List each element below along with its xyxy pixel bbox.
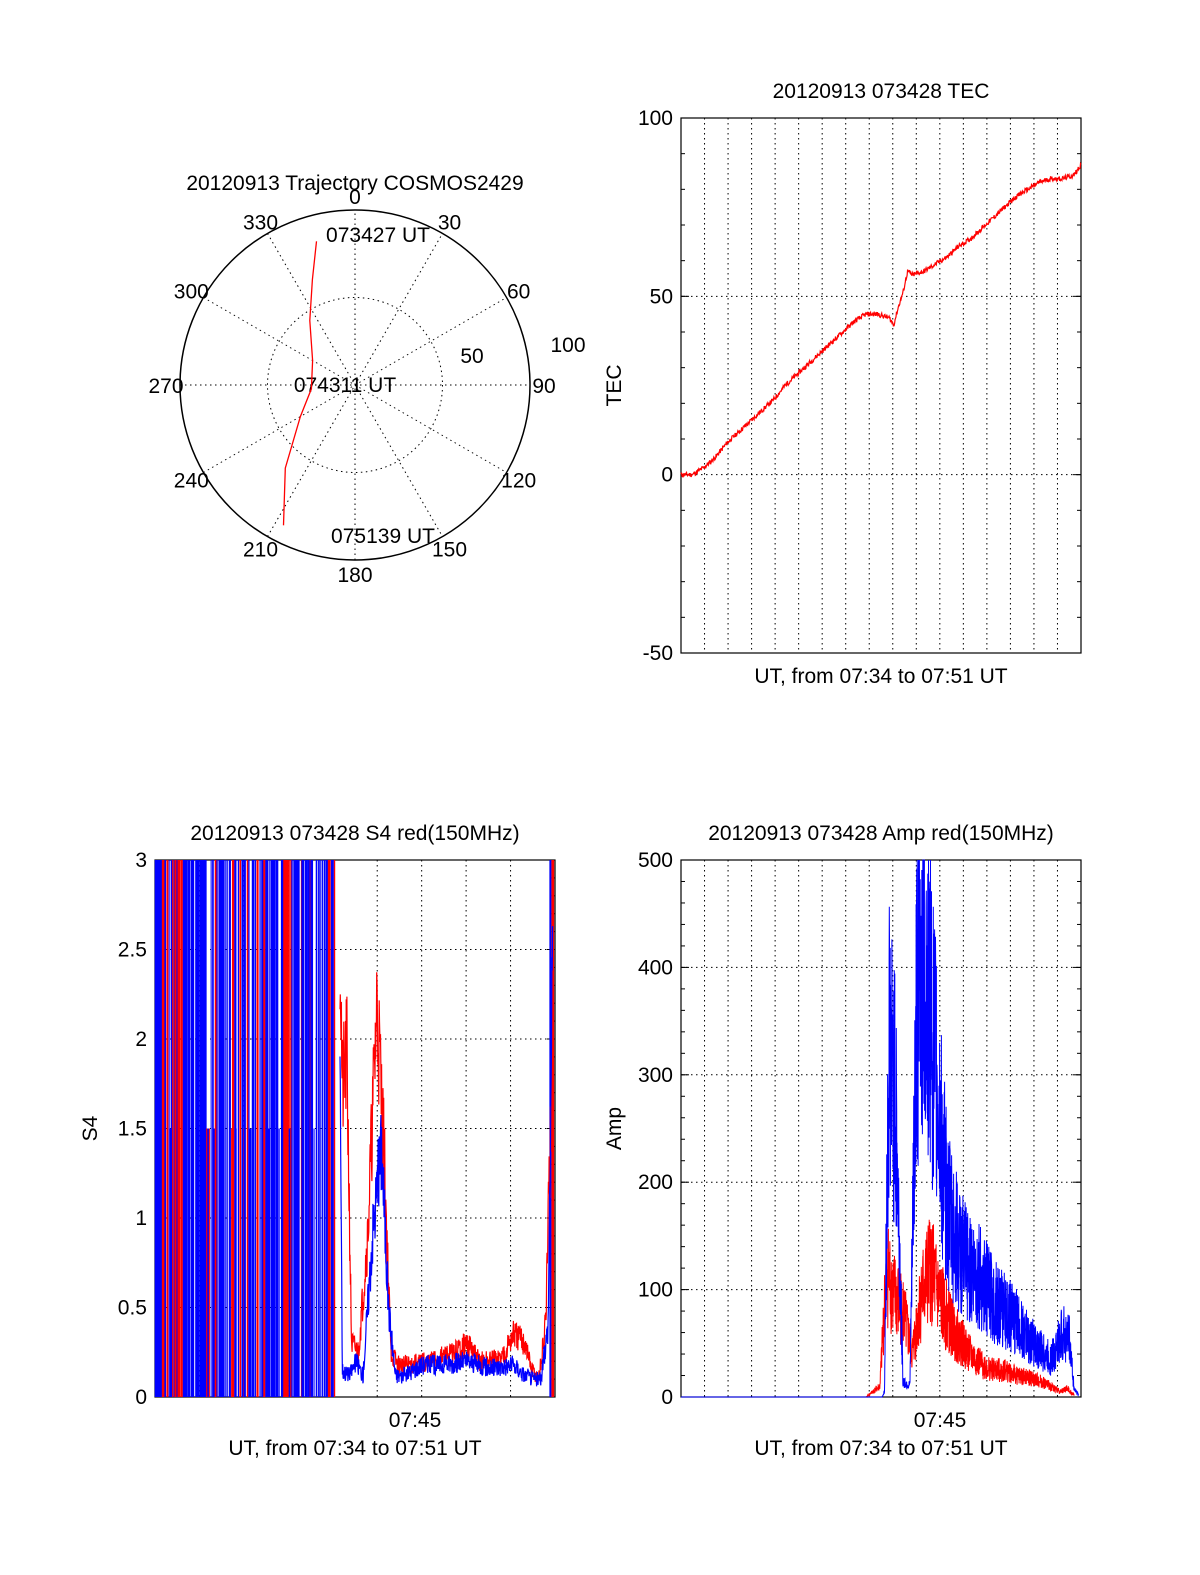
chart-title: 20120913 073428 TEC [773,80,990,103]
y-tick-label: 3 [135,849,147,872]
angle-tick-label: 120 [501,470,536,493]
angle-tick-label: 300 [174,281,209,304]
y-tick-label: 500 [638,849,673,872]
trajectory-line [282,241,318,526]
chart-title: 20120913 Trajectory COSMOS2429 [186,172,523,195]
angle-tick-label: 30 [438,211,461,234]
y-tick-label: 2.5 [118,939,147,962]
tec-series-line [680,161,1082,478]
amp-blue-series-line [681,859,1079,1398]
angle-tick-label: 270 [148,375,183,398]
chart-title: 20120913 073428 Amp red(150MHz) [708,822,1054,845]
angle-tick-label: 330 [243,211,278,234]
y-tick-label: 0 [661,1386,673,1409]
x-axis-label: UT, from 07:34 to 07:51 UT [754,1437,1007,1460]
y-tick-label: 50 [650,285,673,308]
radial-tick-label: 50 [460,345,483,368]
x-axis-label: UT, from 07:34 to 07:51 UT [228,1437,481,1460]
y-tick-label: 100 [638,107,673,130]
x-tick-label: 07:45 [389,1409,442,1432]
angle-tick-label: 150 [432,539,467,562]
x-axis-label: UT, from 07:34 to 07:51 UT [754,665,1007,688]
time-annotation: 075139 UT [331,525,435,548]
x-tick-label: 07:45 [914,1409,967,1432]
angle-tick-label: 0 [349,186,361,209]
y-axis-label: Amp [603,1107,626,1150]
time-annotation: 073427 UT [326,224,430,247]
angle-tick-label: 90 [532,375,555,398]
polar-grid-ring [267,297,443,473]
angle-tick-label: 60 [507,281,530,304]
s4-red-series-line [339,972,554,1382]
time-annotation: 074311 UT [294,374,397,397]
y-tick-label: 300 [638,1064,673,1087]
y-tick-label: 1 [135,1207,147,1230]
amp-chart: 0 100 200 300 400 500 20120913 073428 Amp red(… [603,822,1082,1460]
y-tick-label: 0.5 [118,1297,147,1320]
y-axis-label: TEC [603,365,626,407]
y-tick-label: -50 [643,642,673,665]
y-axis-label: S4 [79,1115,102,1141]
chart-title: 20120913 073428 S4 red(150MHz) [190,822,519,845]
plot-frame [680,117,1082,654]
y-tick-label: 1.5 [118,1118,147,1141]
y-tick-label: 400 [638,956,673,979]
radial-tick-label: 100 [550,334,585,357]
y-tick-label: 0 [135,1386,147,1409]
angle-tick-label: 180 [337,564,372,587]
y-tick-label: 2 [135,1028,147,1051]
s4-blue-series-line [339,926,554,1387]
y-tick-label: 100 [638,1279,673,1302]
polar-spoke [267,233,443,537]
tec-chart: -50 0 50 100 20120913 073428 TEC UT, from 07:… [603,80,1082,688]
angle-tick-label: 210 [243,539,278,562]
y-tick-label: 0 [661,464,673,487]
y-tick-label: 200 [638,1171,673,1194]
s4-chart: 0 0.5 1 1.5 2 2.5 3 20120913 073428 S4 red(150M… [79,822,556,1460]
angle-tick-label: 240 [174,470,209,493]
